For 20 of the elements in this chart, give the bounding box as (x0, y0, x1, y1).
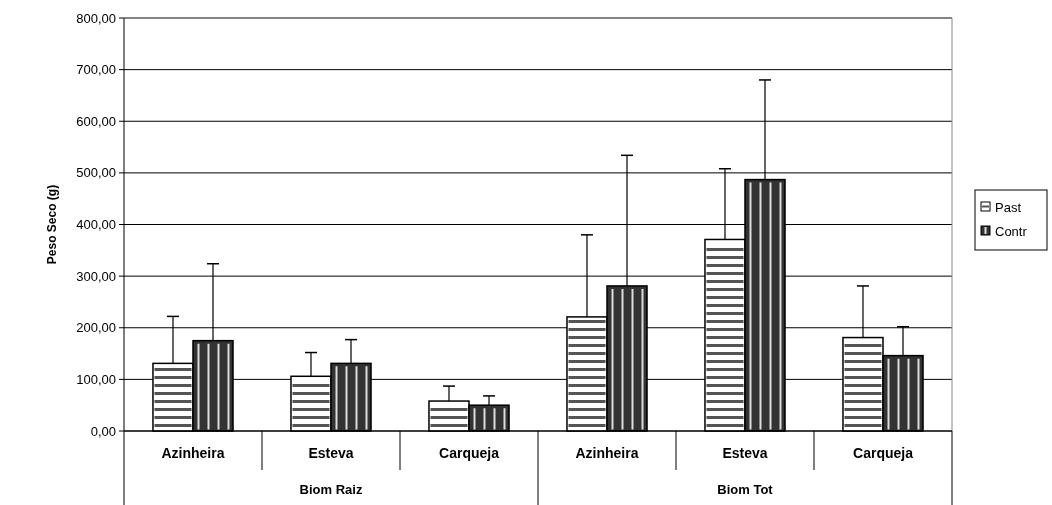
y-tick-label: 500,00 (76, 165, 116, 181)
x-tick-label: Esteva (722, 445, 768, 461)
y-tick-label: 0,00 (90, 423, 116, 439)
y-tick-label: 600,00 (76, 113, 116, 129)
y-tick-label: 800,00 (76, 10, 116, 26)
x-tick-label: Carqueja (853, 445, 914, 461)
x-tick-label: Azinheira (161, 445, 225, 461)
text: Biom Raiz (299, 482, 363, 497)
y-tick-label: 300,00 (76, 268, 116, 284)
y-tick-label: 700,00 (76, 62, 116, 78)
text: Biom Tot (717, 482, 774, 497)
y-tick-label: 400,00 (76, 217, 116, 233)
legend-label: Past (995, 199, 1022, 215)
y-tick-label: 200,00 (76, 320, 116, 336)
legend-label: Contr (995, 223, 1028, 239)
y-tick-label: 100,00 (76, 371, 116, 387)
y-axis-title: Peso Seco (g) (45, 184, 59, 265)
x-tick-label: Esteva (308, 445, 354, 461)
x-tick-label: Azinheira (575, 445, 639, 461)
x-tick-label: Carqueja (439, 445, 500, 461)
